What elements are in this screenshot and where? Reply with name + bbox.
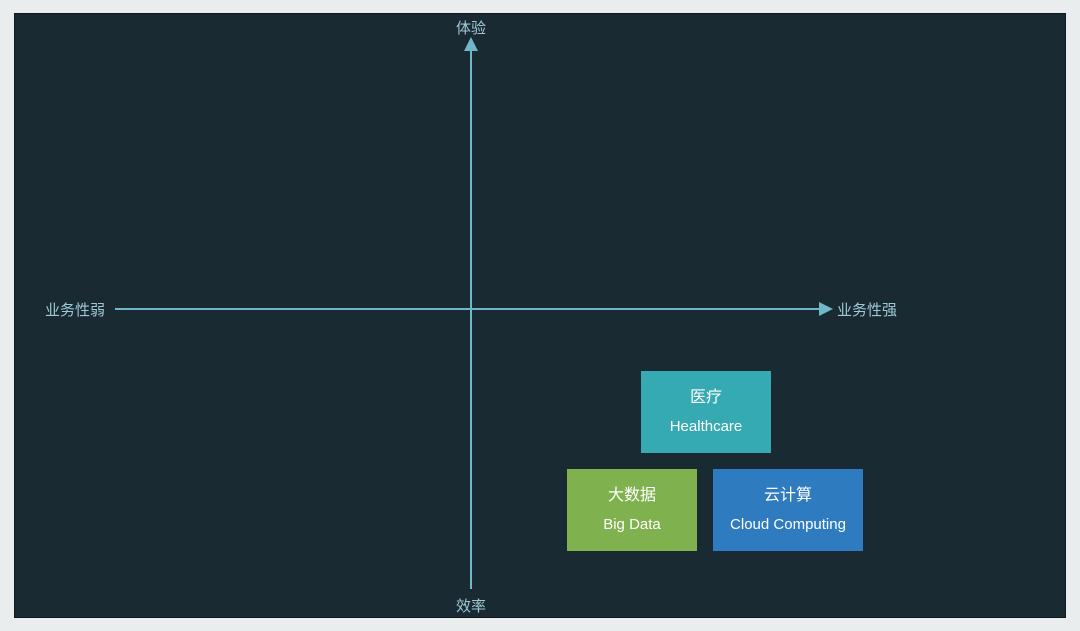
- axis-label-bottom: 效率: [456, 595, 486, 616]
- node-healthcare-cn: 医疗: [690, 387, 722, 409]
- x-axis-arrow: [819, 302, 833, 316]
- node-healthcare: 医疗 Healthcare: [641, 371, 771, 453]
- axis-label-left: 业务性弱: [45, 299, 105, 320]
- y-axis-arrow: [464, 37, 478, 51]
- x-axis-line: [115, 308, 819, 310]
- node-cloud-en: Cloud Computing: [730, 514, 846, 535]
- y-axis-line: [470, 47, 472, 589]
- node-bigdata: 大数据 Big Data: [567, 469, 697, 551]
- node-healthcare-en: Healthcare: [670, 416, 743, 437]
- page-background: 体验 效率 业务性弱 业务性强 医疗 Healthcare 大数据 Big Da…: [0, 0, 1080, 631]
- node-bigdata-en: Big Data: [603, 514, 661, 535]
- axis-label-right: 业务性强: [837, 299, 897, 320]
- axis-label-top: 体验: [456, 17, 486, 38]
- node-cloud-cn: 云计算: [764, 485, 812, 507]
- quadrant-canvas: 体验 效率 业务性弱 业务性强 医疗 Healthcare 大数据 Big Da…: [14, 13, 1066, 618]
- node-cloud: 云计算 Cloud Computing: [713, 469, 863, 551]
- node-bigdata-cn: 大数据: [608, 485, 656, 507]
